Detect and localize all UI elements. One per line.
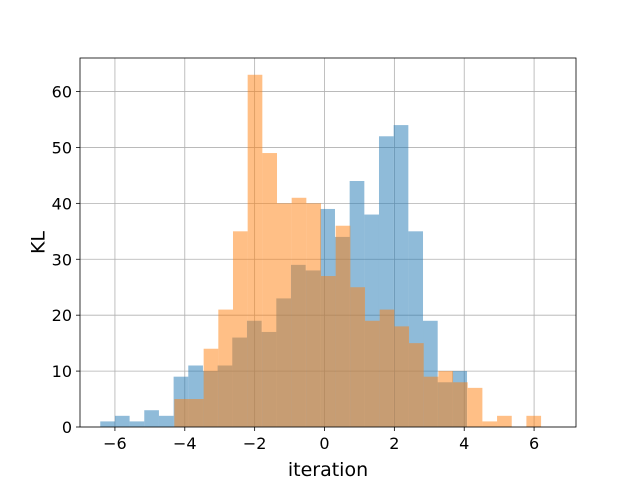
x-tick-label: 6 (529, 434, 539, 453)
histogram-bar (321, 276, 336, 427)
y-tick-label: 20 (52, 306, 72, 325)
histogram-bar (438, 371, 454, 427)
histogram-bar (394, 326, 410, 427)
y-axis-label: KL (28, 231, 50, 254)
histogram-bar (203, 348, 219, 427)
histogram-bar (306, 203, 322, 427)
histogram-bar (100, 421, 115, 427)
plot-area-frame (79, 57, 577, 428)
y-tick-label: 50 (52, 138, 72, 157)
x-tick-label: −2 (243, 434, 267, 453)
y-tick-label: 10 (52, 362, 72, 381)
histogram-bar (114, 415, 130, 427)
y-tick-label: 0 (62, 418, 72, 437)
histogram-bar (365, 320, 380, 427)
x-tick-label: 2 (389, 434, 399, 453)
y-tick-label: 30 (52, 250, 72, 269)
x-tick-label: 0 (319, 434, 329, 453)
x-tick-label: 4 (459, 434, 469, 453)
histogram-bar (467, 387, 483, 427)
histogram-bar (218, 309, 233, 427)
histogram-bar (262, 153, 278, 427)
histogram-bars (100, 74, 542, 428)
histogram-series-2 (174, 74, 542, 427)
histogram-bar (277, 203, 292, 427)
x-tick-label: −6 (103, 434, 127, 453)
histogram-bar (526, 415, 542, 427)
y-tick-label: 60 (52, 83, 72, 102)
histogram-bar (350, 287, 366, 427)
x-tick-label: −4 (173, 434, 197, 453)
histogram-bar (232, 231, 248, 427)
histogram-bar (409, 343, 424, 427)
histogram-bar (497, 415, 512, 427)
histogram-bar (144, 410, 159, 427)
histogram-bar (158, 415, 174, 427)
histogram-bar (379, 309, 395, 427)
histogram-bar (453, 382, 468, 427)
histogram-bar (423, 376, 439, 427)
histogram-bar (291, 197, 307, 427)
histogram-bar (482, 421, 498, 427)
histogram-bar (247, 74, 263, 427)
histogram-bar (174, 399, 189, 427)
histogram-bar (129, 421, 145, 427)
histogram-bar (188, 399, 204, 427)
histogram-bar (335, 225, 351, 427)
y-tick-label: 40 (52, 194, 72, 213)
x-axis-label: iteration (288, 459, 368, 480)
